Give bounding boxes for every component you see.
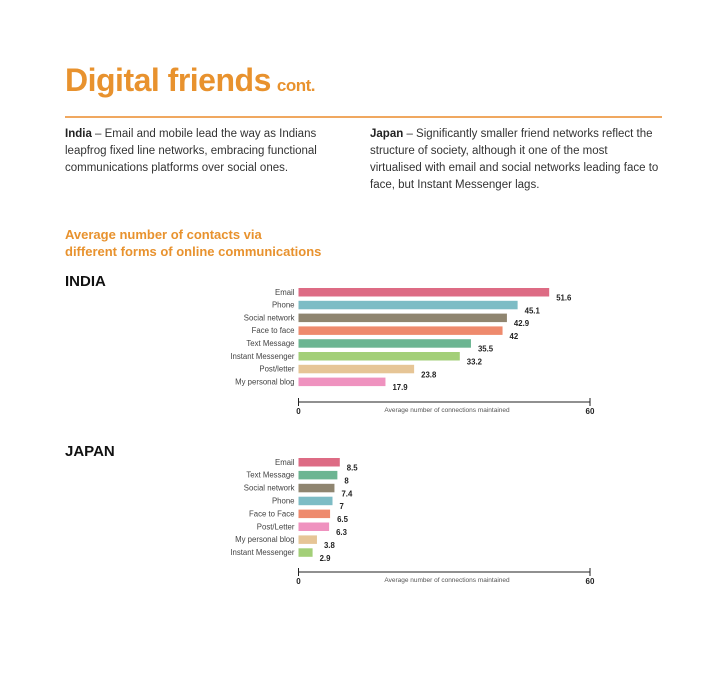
japan-bar xyxy=(298,522,330,531)
india-chart-title: INDIA xyxy=(65,273,106,290)
japan-chart-title: JAPAN xyxy=(65,443,115,460)
chart-subtitle-line-2: different forms of online communications xyxy=(65,244,322,259)
japan-tick-label: 0 xyxy=(296,577,301,586)
japan-category-label: Text Message xyxy=(246,471,294,480)
japan-value-label: 6.5 xyxy=(337,515,349,524)
page-title: Digital friends cont. xyxy=(65,62,315,99)
india-category-label: Text Message xyxy=(246,339,294,348)
india-category-label: Face to face xyxy=(252,326,295,335)
india-value-label: 35.5 xyxy=(478,345,494,354)
page-title-text: Digital friends xyxy=(65,62,271,98)
india-bar xyxy=(298,377,386,387)
india-value-label: 23.8 xyxy=(421,370,437,379)
japan-value-label: 8.5 xyxy=(347,464,359,473)
japan-bar xyxy=(298,458,340,467)
japan-bar xyxy=(298,509,331,519)
japan-category-label: Face to Face xyxy=(249,509,295,518)
india-x-axis-label: Average number of connections maintained xyxy=(384,407,510,414)
title-divider xyxy=(65,116,662,118)
india-value-label: 51.6 xyxy=(556,294,572,303)
india-bar xyxy=(298,300,518,310)
india-bar xyxy=(298,352,460,361)
india-category-label: Instant Messenger xyxy=(230,352,295,361)
india-value-label: 33.2 xyxy=(467,358,483,367)
japan-bar xyxy=(298,470,338,480)
japan-category-label: Email xyxy=(275,458,295,467)
india-category-label: Phone xyxy=(272,301,295,310)
page-title-suffix: cont. xyxy=(276,76,316,95)
india-bar xyxy=(298,313,507,323)
india-category-label: Post/letter xyxy=(259,365,295,374)
india-intro-label: India xyxy=(65,128,92,140)
india-category-label: Email xyxy=(275,288,295,297)
japan-value-label: 3.8 xyxy=(324,541,336,550)
japan-bar xyxy=(298,483,335,493)
japan-intro-text: – Significantly smaller friend networks … xyxy=(370,128,659,191)
japan-value-label: 7.4 xyxy=(341,489,353,498)
japan-category-label: Post/Letter xyxy=(257,522,295,531)
india-value-label: 42 xyxy=(510,332,519,341)
india-intro: India – Email and mobile lead the way as… xyxy=(65,126,355,177)
japan-bar xyxy=(298,496,333,506)
japan-x-axis-label: Average number of connections maintained xyxy=(384,577,510,584)
india-bar xyxy=(298,288,550,297)
india-bar xyxy=(298,339,471,348)
japan-value-label: 2.9 xyxy=(320,554,332,563)
india-bar xyxy=(298,364,415,374)
japan-intro-label: Japan xyxy=(370,128,404,140)
india-bar xyxy=(298,326,503,335)
japan-bar xyxy=(298,548,313,557)
chart-subtitle-line-1: Average number of contacts via xyxy=(65,227,262,242)
india-value-label: 17.9 xyxy=(392,383,408,392)
japan-value-label: 8 xyxy=(344,476,349,485)
japan-category-label: My personal blog xyxy=(235,535,294,544)
japan-tick-label: 60 xyxy=(586,577,595,586)
japan-bar-chart: Email 8.5 Text Message 8 Social network 7.4 Ph… xyxy=(230,458,595,586)
japan-value-label: 6.3 xyxy=(336,528,348,537)
japan-category-label: Phone xyxy=(272,497,295,506)
india-category-label: Social network xyxy=(244,313,295,322)
india-value-label: 42.9 xyxy=(514,319,530,328)
japan-bar xyxy=(298,535,317,544)
japan-category-label: Social network xyxy=(244,484,295,493)
japan-category-label: Instant Messenger xyxy=(230,548,295,557)
india-category-label: My personal blog xyxy=(235,377,294,386)
india-tick-label: 0 xyxy=(296,407,301,416)
japan-intro: Japan – Significantly smaller friend net… xyxy=(370,126,660,194)
india-value-label: 45.1 xyxy=(525,306,541,315)
india-intro-text: – Email and mobile lead the way as India… xyxy=(65,128,317,174)
japan-value-label: 7 xyxy=(340,502,344,511)
india-tick-label: 60 xyxy=(586,407,595,416)
india-bar-chart: Email 51.6 Phone 45.1 Social network 42.9 Face… xyxy=(230,288,595,416)
chart-subtitle: Average number of contacts via different… xyxy=(65,226,321,260)
